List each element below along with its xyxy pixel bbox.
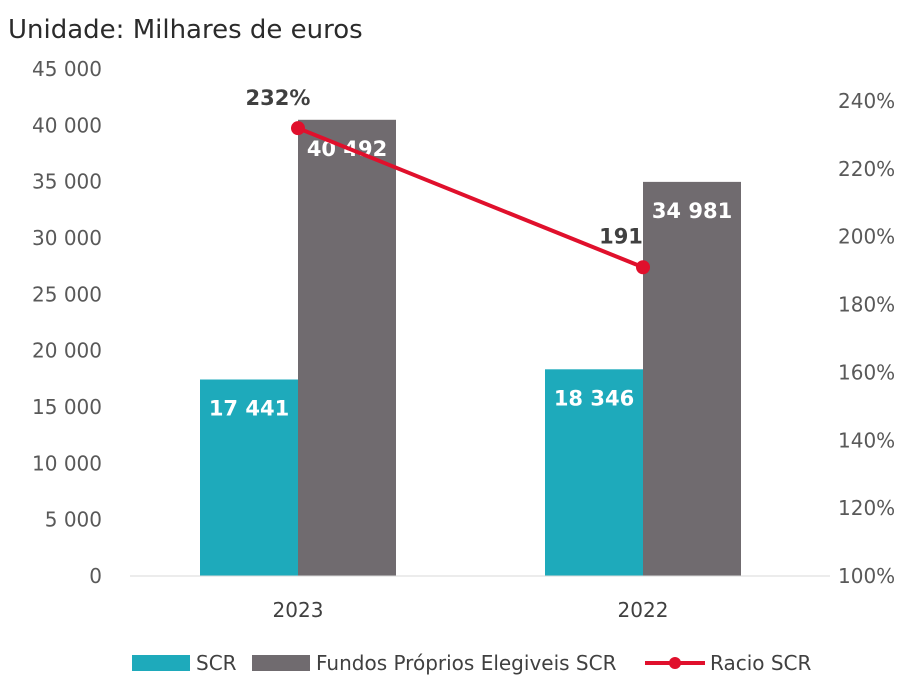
racio-line: 232% 191 bbox=[246, 86, 650, 275]
right-tick-label: 160% bbox=[838, 360, 895, 384]
left-tick-label: 20 000 bbox=[32, 339, 102, 363]
racio-point bbox=[291, 121, 305, 136]
left-tick-label: 15 000 bbox=[32, 395, 102, 419]
legend-label-fundos: Fundos Próprios Elegiveis SCR bbox=[316, 651, 617, 675]
unit-label: Unidade: Milhares de euros bbox=[8, 15, 363, 45]
left-tick-label: 40 000 bbox=[32, 113, 102, 137]
right-tick-label: 220% bbox=[838, 157, 895, 181]
left-tick-label: 45 000 bbox=[32, 57, 102, 81]
left-tick-label: 5 000 bbox=[45, 508, 102, 532]
left-axis: 0 5 000 10 000 15 000 20 000 25 000 30 000 35 0… bbox=[32, 57, 102, 588]
data-label-scr: 17 441 bbox=[209, 396, 289, 420]
legend-swatch-scr bbox=[132, 655, 190, 671]
racio-data-label: 232% bbox=[246, 86, 311, 110]
racio-series-line bbox=[297, 126, 644, 270]
category-label: 2023 bbox=[273, 598, 324, 622]
right-tick-label: 100% bbox=[838, 564, 895, 588]
left-tick-label: 30 000 bbox=[32, 226, 102, 250]
category-label: 2022 bbox=[618, 598, 669, 622]
right-tick-label: 140% bbox=[838, 428, 895, 452]
category-axis: 2023 2022 bbox=[273, 598, 669, 622]
right-tick-label: 240% bbox=[838, 89, 895, 113]
bar-fundos bbox=[643, 181, 741, 576]
legend-swatch-fundos bbox=[252, 655, 310, 671]
data-label-fundos: 34 981 bbox=[652, 199, 732, 223]
racio-point bbox=[636, 260, 650, 275]
right-tick-label: 120% bbox=[838, 496, 895, 520]
left-tick-label: 25 000 bbox=[32, 282, 102, 306]
right-tick-label: 200% bbox=[838, 225, 895, 249]
left-tick-label: 0 bbox=[89, 564, 102, 588]
legend: SCR Fundos Próprios Elegiveis SCR Racio SC… bbox=[132, 651, 812, 675]
data-label-scr: 18 346 bbox=[554, 386, 634, 410]
right-axis: 100% 120% 140% 160% 180% 200% 220% 240% bbox=[838, 89, 895, 588]
legend-label-racio: Racio SCR bbox=[710, 651, 812, 675]
legend-label-scr: SCR bbox=[196, 651, 237, 675]
legend-marker-racio bbox=[669, 657, 681, 669]
right-tick-label: 180% bbox=[838, 293, 895, 317]
bar-scr bbox=[545, 369, 643, 576]
racio-data-label: 191 bbox=[599, 224, 643, 248]
left-tick-label: 10 000 bbox=[32, 451, 102, 475]
left-tick-label: 35 000 bbox=[32, 170, 102, 194]
bar-scr bbox=[200, 379, 298, 576]
bar-fundos bbox=[298, 119, 396, 576]
